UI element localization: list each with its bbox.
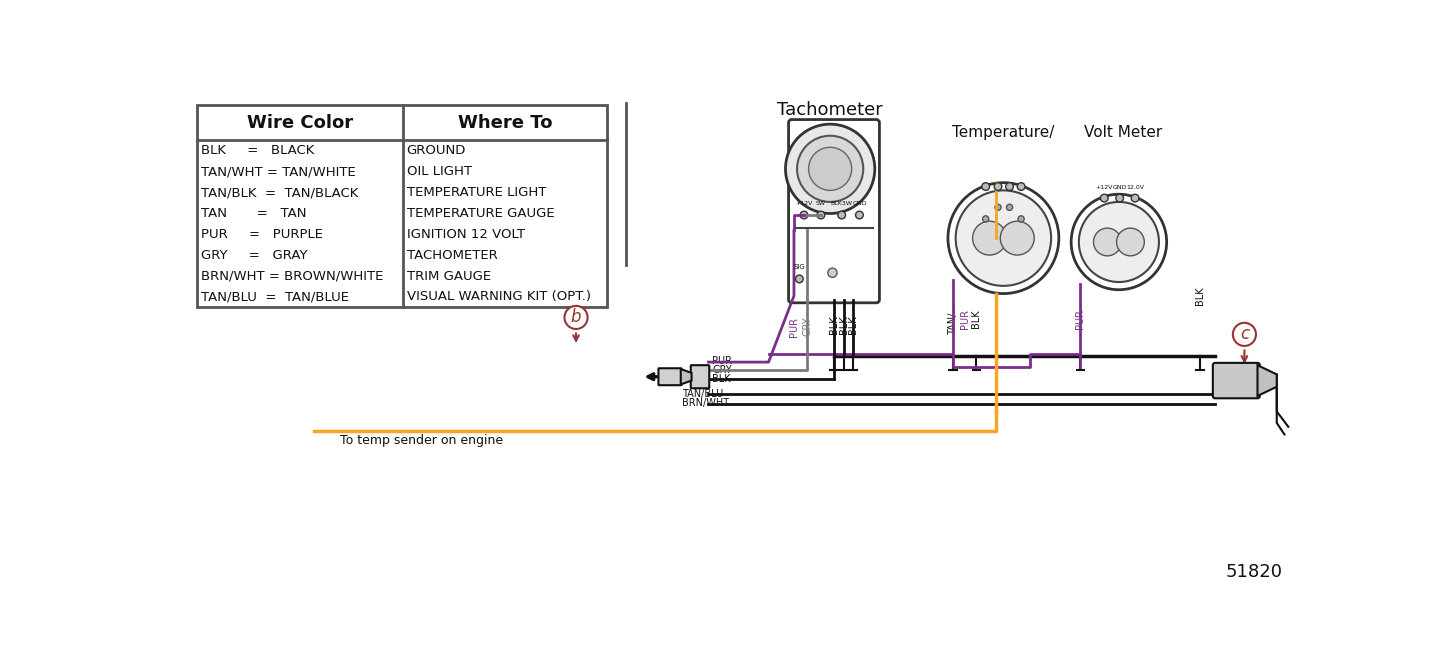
Text: TACHOMETER: TACHOMETER — [407, 249, 498, 262]
Text: BLK: BLK — [828, 316, 838, 334]
Text: GROUND: GROUND — [407, 145, 466, 157]
Text: GND: GND — [853, 201, 867, 206]
Text: PUR: PUR — [789, 316, 800, 337]
Text: c: c — [1240, 325, 1250, 343]
Text: BLK: BLK — [838, 316, 848, 334]
Text: Volt Meter: Volt Meter — [1084, 125, 1162, 140]
Text: BLK: BLK — [972, 310, 982, 328]
Text: TAN       =   TAN: TAN = TAN — [201, 207, 306, 220]
Text: TAN/...: TAN/... — [948, 303, 958, 334]
Text: OIL LIGHT: OIL LIGHT — [407, 165, 472, 178]
Text: TAN/BLU  =  TAN/BLUE: TAN/BLU = TAN/BLUE — [201, 290, 349, 304]
Circle shape — [982, 216, 989, 222]
Text: GND: GND — [1113, 185, 1127, 190]
Circle shape — [1116, 194, 1123, 202]
FancyBboxPatch shape — [788, 120, 880, 303]
Circle shape — [948, 183, 1058, 294]
Polygon shape — [1257, 365, 1277, 396]
Text: Temperature/: Temperature/ — [952, 125, 1054, 140]
Circle shape — [1017, 183, 1025, 191]
FancyBboxPatch shape — [1212, 363, 1260, 398]
Circle shape — [956, 191, 1051, 286]
Circle shape — [1018, 216, 1024, 222]
Circle shape — [995, 204, 1001, 211]
Text: BRN/WHT: BRN/WHT — [682, 398, 729, 408]
Text: IGNITION 12 VOLT: IGNITION 12 VOLT — [407, 228, 525, 241]
Text: BRN/WHT = BROWN/WHITE: BRN/WHT = BROWN/WHITE — [201, 270, 384, 282]
Text: PUR     =   PURPLE: PUR = PURPLE — [201, 228, 324, 241]
Text: +12V: +12V — [1096, 185, 1113, 190]
Text: 51820: 51820 — [1225, 563, 1283, 581]
Circle shape — [1005, 183, 1014, 191]
Text: TAN/BLU: TAN/BLU — [682, 389, 723, 399]
Circle shape — [800, 211, 808, 219]
Text: BLK3W: BLK3W — [831, 201, 853, 206]
Text: Tachometer: Tachometer — [778, 100, 883, 118]
Circle shape — [994, 183, 1002, 191]
Circle shape — [565, 306, 588, 329]
Circle shape — [797, 136, 863, 202]
Circle shape — [1007, 204, 1012, 211]
Text: GRY     =   GRAY: GRY = GRAY — [201, 249, 308, 262]
Text: VISUAL WARNING KIT (OPT.): VISUAL WARNING KIT (OPT.) — [407, 290, 591, 304]
Circle shape — [982, 183, 989, 191]
Circle shape — [1093, 228, 1122, 256]
FancyBboxPatch shape — [690, 365, 709, 388]
Text: BLK: BLK — [848, 316, 858, 334]
Text: BLK     =   BLACK: BLK = BLACK — [201, 145, 315, 157]
Circle shape — [1071, 194, 1166, 290]
Text: b: b — [571, 308, 581, 326]
Circle shape — [1232, 323, 1255, 346]
Circle shape — [1001, 221, 1034, 255]
Text: TEMPERATURE LIGHT: TEMPERATURE LIGHT — [407, 186, 546, 199]
Polygon shape — [680, 369, 692, 385]
Text: 12.0V: 12.0V — [1126, 185, 1145, 190]
Circle shape — [828, 268, 837, 278]
Text: GRY: GRY — [712, 365, 732, 375]
Circle shape — [856, 211, 863, 219]
Circle shape — [1116, 228, 1145, 256]
Text: PUR: PUR — [712, 355, 732, 365]
Circle shape — [817, 211, 825, 219]
Text: TAN/WHT = TAN/WHITE: TAN/WHT = TAN/WHITE — [201, 165, 355, 178]
Circle shape — [972, 221, 1007, 255]
Text: PUR: PUR — [1076, 309, 1086, 329]
Text: GRY: GRY — [802, 317, 812, 337]
Text: TAN/BLK  =  TAN/BLACK: TAN/BLK = TAN/BLACK — [201, 186, 358, 199]
Circle shape — [1100, 194, 1109, 202]
Circle shape — [785, 124, 874, 213]
Text: TRIM GAUGE: TRIM GAUGE — [407, 270, 490, 282]
Text: PUR: PUR — [961, 309, 969, 329]
Circle shape — [1078, 202, 1159, 282]
Text: Where To: Where To — [457, 114, 552, 132]
Circle shape — [838, 211, 846, 219]
Circle shape — [795, 275, 804, 283]
Bar — [197, 105, 607, 308]
Circle shape — [1132, 194, 1139, 202]
Circle shape — [808, 147, 851, 191]
Text: BLK: BLK — [1195, 286, 1205, 305]
Text: +12V: +12V — [795, 201, 812, 206]
Text: SIG: SIG — [794, 264, 805, 270]
Text: SW: SW — [815, 201, 825, 206]
Text: To temp sender on engine: To temp sender on engine — [341, 434, 503, 447]
FancyBboxPatch shape — [659, 368, 682, 385]
Text: Wire Color: Wire Color — [247, 114, 354, 132]
Text: BLK: BLK — [712, 374, 731, 384]
Text: TEMPERATURE GAUGE: TEMPERATURE GAUGE — [407, 207, 554, 220]
